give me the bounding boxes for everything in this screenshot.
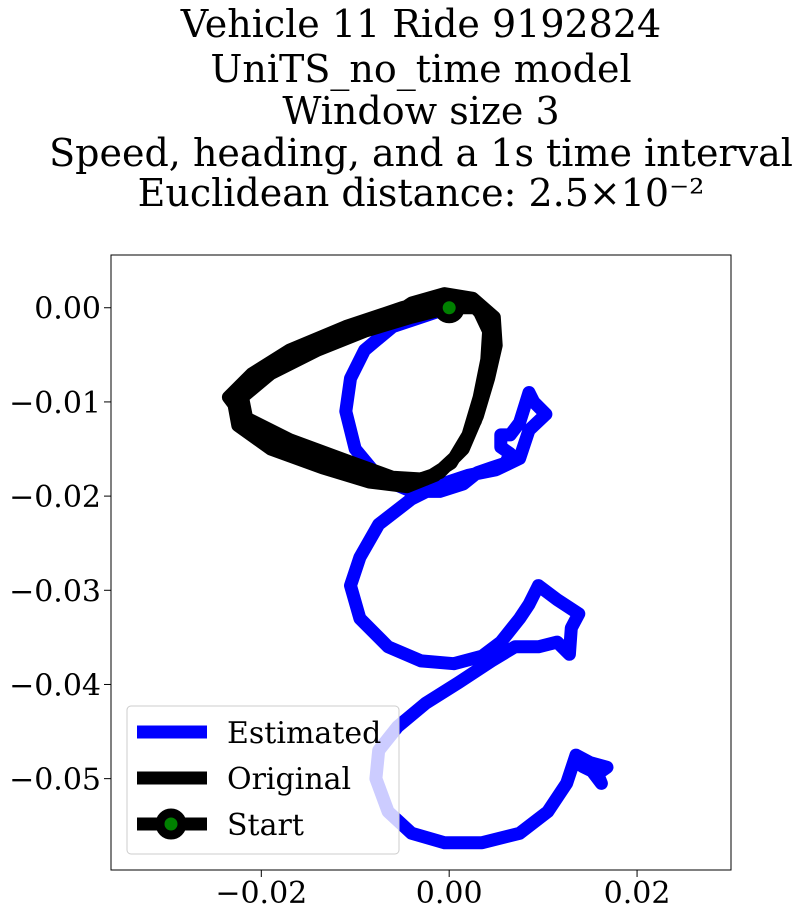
legend-label-start: Start	[227, 808, 304, 843]
y-axis: 0.00 −0.01 −0.02 −0.03 −0.04 −0.05	[9, 292, 111, 798]
x-tick-label: 0.00	[416, 876, 483, 911]
y-tick-label: −0.04	[9, 668, 101, 703]
y-tick-label: −0.01	[9, 386, 101, 421]
series-group	[221, 287, 614, 850]
legend-box	[126, 705, 400, 855]
title-line-2: UniTS_no_time model	[210, 47, 631, 92]
title-line-5: Euclidean distance: 2.5×10⁻²	[138, 171, 705, 215]
y-tick-label: −0.03	[9, 574, 101, 609]
start-marker	[433, 292, 465, 324]
title-line-3: Window size 3	[282, 89, 559, 133]
x-tick-label: 0.02	[604, 876, 671, 911]
x-tick-label: −0.02	[215, 876, 307, 911]
title-line-4: Speed, heading, and a 1s time interval	[49, 131, 793, 175]
series-line-estimated	[339, 301, 614, 850]
start-marker-group	[433, 292, 465, 324]
plot-frame	[110, 254, 732, 871]
legend: Estimated Original Start	[126, 705, 400, 855]
legend-label-estimated: Estimated	[227, 716, 381, 751]
legend-start-marker	[155, 808, 187, 840]
legend-label-original: Original	[227, 762, 351, 797]
y-tick-label: −0.05	[9, 763, 101, 798]
y-tick-label: 0.00	[34, 292, 101, 327]
series-line-original	[221, 287, 503, 494]
title-line-1: Vehicle 11 Ride 9192824	[180, 2, 661, 46]
y-tick-label: −0.02	[9, 480, 101, 515]
x-axis: −0.02 0.00 0.02	[215, 870, 670, 911]
